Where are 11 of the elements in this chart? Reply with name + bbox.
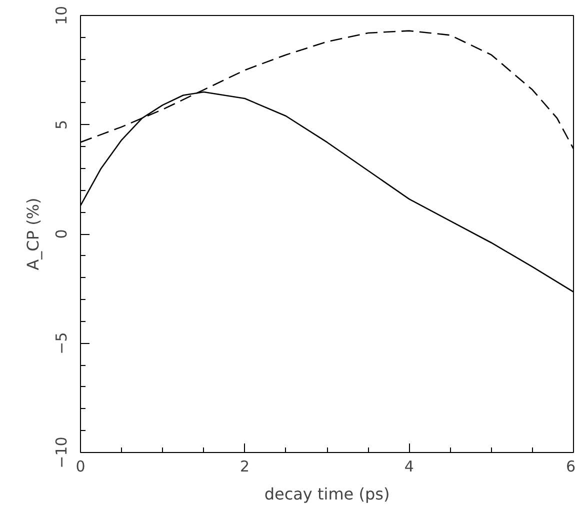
x-tick-label: 2 xyxy=(240,458,250,476)
y-tick-label: 0 xyxy=(52,229,70,239)
x-tick-label: 4 xyxy=(404,458,414,476)
y-axis-title: A_CP (%) xyxy=(24,198,42,270)
y-tick-label: 5 xyxy=(52,120,70,130)
y-tick-label: 10 xyxy=(52,6,70,26)
x-axis-title: decay time (ps) xyxy=(264,484,390,504)
y-tick-label: −5 xyxy=(52,332,70,354)
x-tick-label: 6 xyxy=(566,458,575,476)
y-tick-label: −10 xyxy=(52,436,70,468)
x-tick-label: 0 xyxy=(76,458,86,476)
